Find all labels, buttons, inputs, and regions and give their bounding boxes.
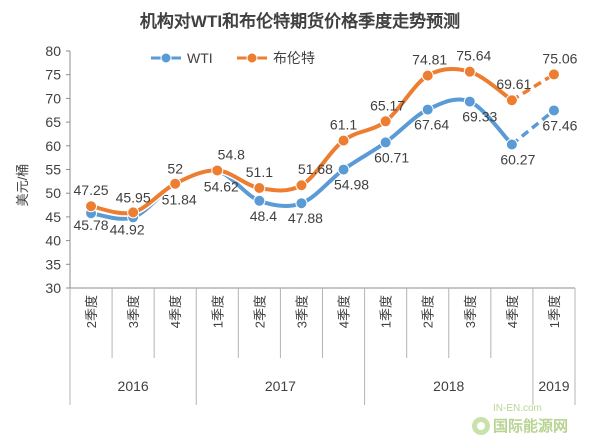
x-category-label: 3季度 — [294, 295, 309, 328]
y-tick-label: 50 — [45, 185, 61, 201]
wti-data-label: 54.62 — [204, 178, 239, 194]
x-year-label: 2019 — [538, 378, 569, 394]
wti-point — [253, 194, 266, 207]
brent-point — [337, 134, 350, 147]
plot-area: 45.78 44.92 51.84 54.62 48.4 47.88 54.98 60.71 6… — [74, 48, 578, 238]
brent-point — [211, 164, 224, 177]
x-category-label: 2季度 — [252, 295, 267, 328]
brent-data-label: 51.68 — [298, 161, 333, 177]
brent-line-shadow — [87, 65, 516, 217]
wti-point — [337, 163, 350, 176]
y-tick-label: 75 — [45, 67, 61, 83]
x-category-label: 3季度 — [126, 295, 141, 328]
brent-point — [379, 115, 392, 128]
x-category-label: 2季度 — [421, 295, 436, 328]
wti-point — [295, 197, 308, 210]
brent-data-label: 47.25 — [74, 182, 109, 198]
brent-point — [253, 181, 266, 194]
watermark-big-text: 国际能源网 — [493, 417, 568, 435]
wti-data-label: 54.98 — [334, 177, 369, 193]
y-tick-label: 70 — [45, 90, 61, 106]
legend-label: WTI — [187, 50, 213, 66]
watermark-small-text: IN-EN.com — [493, 403, 542, 414]
wti-data-label: 69.33 — [462, 109, 497, 125]
legend-marker — [160, 52, 172, 64]
x-category-label: 1季度 — [379, 295, 394, 328]
brent-data-label: 51.1 — [246, 164, 273, 180]
brent-line — [89, 66, 514, 216]
brent-point — [127, 206, 140, 219]
wti-point — [463, 95, 476, 108]
brent-point — [421, 69, 434, 82]
wti-data-label: 60.71 — [374, 149, 409, 165]
wti-point — [547, 104, 560, 117]
brent-point — [463, 65, 476, 78]
watermark: IN-EN.com 国际能源网 — [472, 403, 568, 435]
wti-data-label: 67.64 — [414, 117, 449, 133]
legend-marker — [246, 52, 258, 64]
x-category-label: 1季度 — [547, 295, 562, 328]
legend: WTI 布伦特 — [151, 50, 315, 66]
brent-point — [505, 94, 518, 107]
wti-data-label: 45.78 — [74, 217, 109, 233]
brent-point — [547, 68, 560, 81]
y-tick-label: 60 — [45, 138, 61, 154]
brent-point — [295, 179, 308, 192]
wti-data-label: 67.46 — [542, 117, 577, 133]
brent-data-label: 65.17 — [370, 97, 405, 113]
chart-title: 机构对WTI和布伦特期货价格季度走势预测 — [140, 11, 460, 31]
x-year-label: 2017 — [265, 378, 296, 394]
wti-point — [379, 136, 392, 149]
x-category-label: 2季度 — [84, 295, 99, 328]
wti-point — [421, 103, 434, 116]
x-category-label: 1季度 — [210, 295, 225, 328]
brent-data-label: 61.1 — [330, 117, 357, 133]
brent-data-label: 45.95 — [116, 189, 151, 205]
brent-data-label: 75.06 — [542, 50, 577, 66]
brent-data-label: 75.64 — [456, 48, 491, 64]
brent-data-label: 52 — [167, 161, 183, 177]
brent-point — [85, 200, 98, 213]
watermark-logo-inner-icon — [477, 422, 485, 430]
y-tick-label: 55 — [45, 162, 61, 178]
y-tick-label: 45 — [45, 209, 61, 225]
x-year-label: 2018 — [433, 378, 464, 394]
axes: 30 35 40 45 50 55 60 65 70 75 80 2016 2017 2018 2019 2季… — [45, 43, 576, 405]
wti-data-label: 44.92 — [110, 221, 145, 237]
brent-data-label: 74.81 — [412, 52, 447, 68]
x-category-label: 3季度 — [463, 295, 478, 328]
y-axis-label: 美元/桶 — [15, 164, 30, 207]
wti-point — [505, 138, 518, 151]
x-category-label: 4季度 — [505, 295, 520, 328]
brent-data-label: 54.8 — [218, 146, 245, 162]
brent-data-label: 69.61 — [496, 76, 531, 92]
x-category-label: 4季度 — [337, 295, 352, 328]
wti-data-label: 48.4 — [250, 208, 277, 224]
x-category-label: 4季度 — [168, 295, 183, 328]
y-tick-label: 80 — [45, 43, 61, 59]
legend-label: 布伦特 — [273, 50, 315, 66]
y-tick-label: 35 — [45, 256, 61, 272]
brent-point — [169, 177, 182, 190]
y-tick-label: 30 — [45, 280, 61, 296]
y-tick-label: 40 — [45, 233, 61, 249]
wti-data-label: 47.88 — [288, 210, 323, 226]
x-year-label: 2016 — [118, 378, 149, 394]
wti-data-label: 60.27 — [500, 152, 535, 168]
wti-data-label: 51.84 — [162, 191, 197, 207]
y-tick-label: 65 — [45, 114, 61, 130]
